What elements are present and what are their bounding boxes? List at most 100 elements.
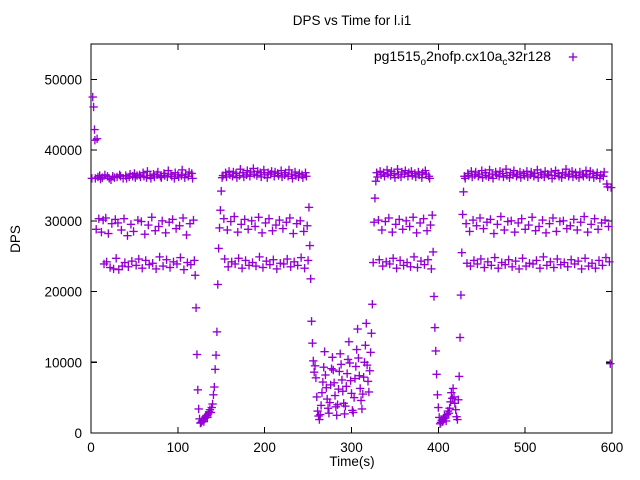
data-point-marker-plus-icon [268, 226, 277, 235]
data-point-marker-plus-icon [545, 219, 554, 228]
data-point-marker-plus-icon [580, 212, 589, 221]
data-point-marker-plus-icon [549, 263, 559, 272]
data-point-marker-plus-icon [599, 172, 608, 181]
legend-text-part: 2nofp.cx10a [426, 48, 502, 64]
data-point-marker-plus-icon [511, 256, 520, 266]
data-point-marker-plus-icon [216, 206, 225, 215]
data-point-marker-plus-icon [303, 221, 312, 230]
data-point-marker-plus-icon [214, 244, 223, 253]
data-point-marker-plus-icon [559, 216, 568, 226]
data-point-marker-plus-icon [498, 169, 507, 178]
data-point-marker-plus-icon [325, 398, 334, 407]
data-point-marker-plus-icon [318, 377, 328, 387]
data-point-marker-plus-icon [302, 172, 311, 181]
legend[interactable]: pg1515o2nofp.cx10ac32r128 [374, 48, 578, 68]
data-point-marker-plus-icon [421, 166, 430, 175]
data-point-marker-plus-icon [177, 165, 187, 175]
data-point-marker-plus-icon [336, 349, 345, 358]
data-point-marker-plus-icon [182, 230, 191, 240]
data-point-marker-plus-icon [296, 216, 305, 226]
data-point-marker-plus-icon [247, 216, 256, 226]
data-point-marker-plus-icon [175, 221, 184, 230]
data-point-marker-plus-icon [321, 370, 330, 380]
data-point-marker-plus-icon [119, 214, 129, 223]
data-point-marker-plus-icon [269, 255, 278, 264]
data-point-marker-plus-icon [117, 225, 126, 235]
data-point-marker-plus-icon [162, 255, 171, 264]
data-point-marker-plus-icon [330, 391, 340, 400]
data-point-marker-plus-icon [392, 264, 401, 273]
data-point-marker-plus-icon [395, 256, 405, 265]
data-point-marker-plus-icon [423, 255, 433, 264]
data-point-marker-plus-icon [97, 227, 106, 237]
data-point-marker-plus-icon [210, 365, 220, 374]
data-point-marker-plus-icon [415, 218, 425, 228]
data-point-marker-plus-icon [428, 247, 438, 257]
data-point-marker-plus-icon [382, 165, 392, 175]
data-point-marker-plus-icon [257, 228, 267, 238]
data-point-marker-plus-icon [306, 274, 315, 284]
data-point-marker-plus-icon [217, 173, 227, 182]
data-point-marker-plus-icon [520, 225, 530, 234]
data-point-marker-plus-icon [259, 165, 268, 175]
data-point-marker-plus-icon [461, 219, 471, 228]
data-point-marker-plus-icon [361, 341, 370, 350]
data-point-marker-plus-icon [192, 350, 202, 359]
data-point-marker-plus-icon [351, 362, 361, 371]
data-point-marker-plus-icon [366, 348, 375, 357]
data-point-marker-plus-icon [350, 374, 360, 383]
y-tick-label: 0 [74, 426, 82, 441]
data-point-marker-plus-icon [362, 360, 372, 370]
data-point-marker-plus-icon [413, 263, 422, 272]
data-point-marker-plus-icon [224, 167, 234, 176]
data-point-marker-plus-icon [448, 394, 457, 403]
data-point-marker-plus-icon [303, 256, 313, 265]
data-point-marker-plus-icon [241, 256, 250, 265]
data-point-marker-plus-icon [354, 353, 363, 363]
x-tick-label: 0 [87, 440, 95, 455]
data-point-marker-plus-icon [219, 214, 229, 223]
data-point-marker-plus-icon [332, 411, 341, 420]
data-point-marker-plus-icon [434, 403, 443, 412]
data-point-marker-plus-icon [472, 221, 481, 230]
data-point-marker-plus-icon [194, 404, 203, 414]
x-tick-label: 400 [427, 440, 450, 455]
data-point-marker-plus-icon [532, 256, 541, 265]
data-point-marker-plus-icon [606, 359, 615, 368]
data-point-marker-plus-icon [535, 264, 545, 273]
data-point-marker-plus-icon [455, 333, 465, 342]
data-point-marker-plus-icon [388, 227, 397, 237]
data-point-marker-plus-icon [391, 220, 400, 229]
data-point-marker-plus-icon [456, 290, 466, 300]
data-point-marker-plus-icon [193, 385, 203, 395]
data-point-marker-plus-icon [335, 367, 344, 376]
data-point-marker-plus-icon [131, 261, 141, 270]
data-point-marker-plus-icon [402, 216, 411, 226]
data-point-marker-plus-icon [370, 193, 380, 203]
data-point-marker-plus-icon [276, 166, 286, 175]
data-point-marker-plus-icon [134, 254, 143, 264]
data-point-marker-plus-icon [158, 261, 168, 271]
data-point-marker-plus-icon [445, 404, 454, 413]
data-point-marker-plus-icon [143, 167, 152, 176]
data-point-marker-plus-icon [127, 256, 137, 266]
data-point-marker-plus-icon [569, 215, 578, 224]
data-point-marker-plus-icon [282, 218, 291, 227]
data-point-marker-plus-icon [220, 254, 229, 264]
data-point-marker-plus-icon [527, 213, 537, 222]
data-point-marker-plus-icon [454, 395, 463, 404]
data-point-marker-plus-icon [548, 213, 558, 223]
data-point-marker-plus-icon [309, 367, 319, 377]
data-point-marker-plus-icon [406, 262, 415, 271]
data-point-marker-plus-icon [447, 388, 456, 397]
data-point-marker-plus-icon [343, 355, 353, 364]
data-point-marker-plus-icon [604, 222, 613, 231]
data-point-marker-plus-icon [424, 172, 433, 181]
data-point-marker-plus-icon [329, 378, 339, 387]
data-point-marker-plus-icon [389, 169, 399, 178]
data-point-marker-plus-icon [151, 264, 161, 274]
data-point-marker-plus-icon [272, 264, 282, 274]
data-point-marker-plus-icon [356, 396, 366, 405]
data-point-marker-plus-icon [524, 220, 533, 230]
